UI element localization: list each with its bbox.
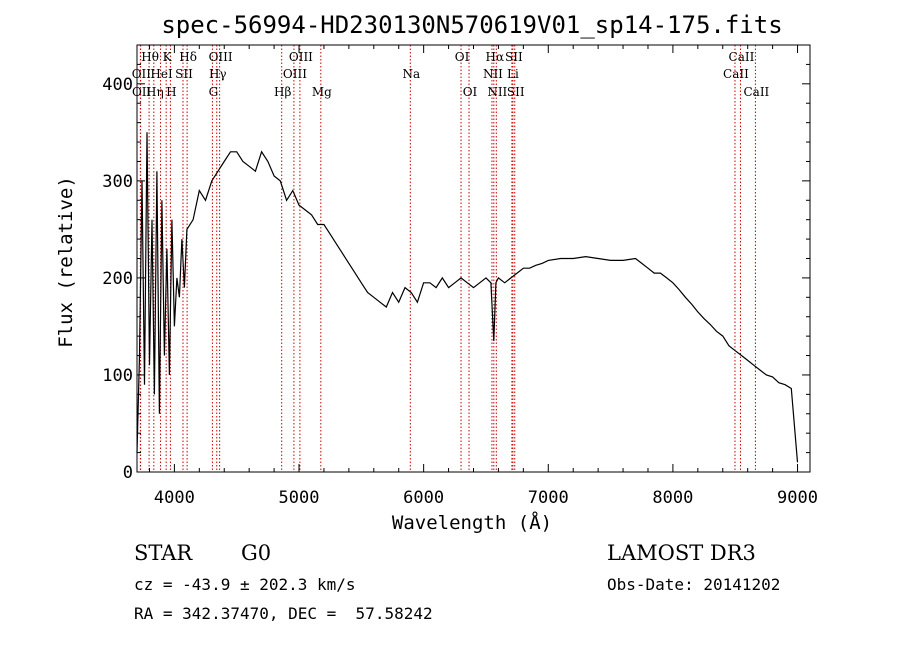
line-markers: [139, 45, 756, 472]
line-annotation: Na: [402, 67, 420, 81]
line-annotation: Hα: [486, 50, 505, 64]
line-annotation: CaII: [743, 85, 769, 99]
plot-frame: [136, 44, 811, 473]
line-annotation: Hγ: [209, 67, 227, 81]
x-axis-label: Wavelength (Å): [392, 511, 552, 534]
line-annotation: Mg: [312, 85, 332, 99]
line-annotation: OIII: [289, 50, 313, 64]
cz-text: cz = -43.9 ± 202.3 km/s: [134, 575, 356, 594]
line-annotation: NII: [483, 67, 503, 81]
line-annotation: Li: [507, 67, 519, 81]
line-annotation: H: [166, 85, 176, 99]
survey-label: LAMOST DR3: [607, 541, 756, 565]
x-tick-label: 6000: [403, 488, 444, 508]
line-annotation: Hθ: [141, 50, 159, 64]
line-annotation: Hη: [146, 85, 164, 99]
x-axis-ticks: 4000 5000 6000 7000 8000 9000: [148, 45, 818, 508]
chart-title: spec-56994-HD230130N570619V01_sp14-175.f…: [161, 11, 782, 39]
y-tick-label: 400: [102, 75, 133, 95]
x-tick-label: 8000: [652, 488, 693, 508]
line-annotation: OI: [463, 85, 478, 99]
line-annotation: SII: [507, 85, 525, 99]
line-annotation: OIII: [209, 50, 233, 64]
x-tick-label: 5000: [279, 488, 320, 508]
x-tick-label: 9000: [777, 488, 818, 508]
y-tick-label: 300: [102, 172, 133, 192]
line-annotation: OI: [455, 50, 470, 64]
obs-date-text: Obs-Date: 20141202: [607, 575, 780, 594]
y-tick-label: 0: [123, 463, 133, 483]
y-axis-ticks: 0 100 200 300 400: [102, 44, 810, 483]
line-annotation: NII: [487, 85, 507, 99]
x-tick-label: 4000: [154, 488, 195, 508]
line-annotation: HeI: [150, 67, 173, 81]
spectrum-line: [136, 132, 799, 463]
class-label: STAR: [134, 541, 193, 565]
line-annotation: G: [209, 85, 219, 99]
line-annotation: SII: [175, 67, 193, 81]
y-axis-label: Flux (relative): [55, 176, 77, 348]
y-tick-label: 200: [102, 269, 133, 289]
line-annotation: Hδ: [179, 50, 197, 64]
line-annotation: SII: [505, 50, 523, 64]
line-annotation: OII: [132, 67, 152, 81]
line-annotation: K: [163, 50, 173, 64]
y-tick-label: 100: [102, 366, 133, 386]
subclass-label: G0: [241, 541, 271, 565]
line-annotation: OIII: [283, 67, 307, 81]
line-annotation: CaII: [729, 50, 755, 64]
x-tick-label: 7000: [528, 488, 569, 508]
line-annotation: CaII: [723, 67, 749, 81]
coords-text: RA = 342.37470, DEC = 57.58242: [134, 604, 433, 623]
line-annotation: Hβ: [274, 85, 291, 99]
